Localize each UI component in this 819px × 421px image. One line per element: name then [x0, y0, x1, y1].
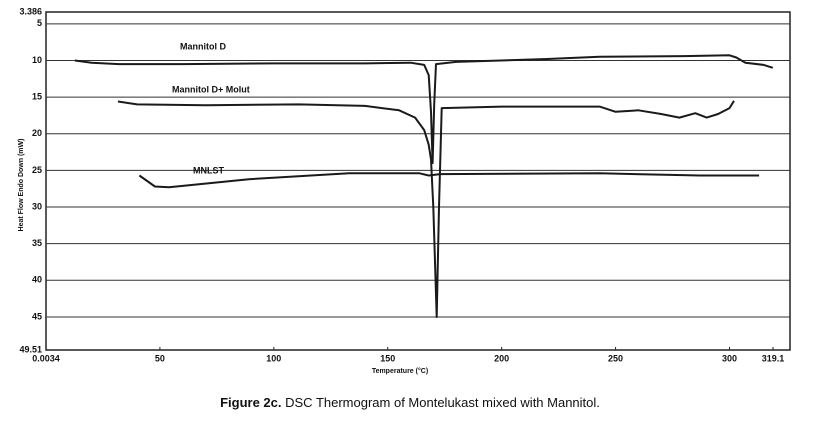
series-label: Mannitol D	[180, 41, 226, 51]
y-tick-label: 35	[32, 238, 42, 248]
plot-frame	[45, 11, 791, 351]
x-axis-label: Temperature (°C)	[372, 367, 428, 375]
caption: Figure 2c. DSC Thermogram of Montelukast…	[220, 395, 600, 410]
y-tick-label: 20	[32, 128, 42, 138]
x-tick-label: 319.1	[762, 353, 785, 363]
y-tick-label: 15	[32, 91, 42, 101]
y-tick-label: 25	[32, 165, 42, 175]
series-label: MNLST	[193, 165, 224, 175]
y-tick-label: 30	[32, 201, 42, 211]
series-line	[74, 54, 774, 165]
caption-label: Figure 2c.	[220, 395, 281, 410]
series-line	[117, 100, 735, 318]
y-tick-label: 40	[32, 275, 42, 285]
x-tick-label: 200	[494, 353, 509, 363]
x-tick-label: 150	[380, 353, 395, 363]
x-tick-label: 250	[608, 353, 623, 363]
series-line	[138, 172, 760, 189]
x-tick-label: 0.0034	[32, 353, 60, 363]
series-label: Mannitol D+ Molut	[172, 84, 250, 94]
y-tick-label: 10	[32, 55, 42, 65]
y-tick-label: 45	[32, 311, 42, 321]
caption-text: DSC Thermogram of Montelukast mixed with…	[285, 395, 600, 410]
y-tick-label: 5	[37, 18, 42, 28]
x-tick-label: 50	[155, 353, 165, 363]
y-axis-label: Heat Flow Endo Down (mW)	[18, 139, 25, 232]
x-tick-label: 100	[266, 353, 281, 363]
x-tick-label: 300	[722, 353, 737, 363]
y-tick-label: 3.386	[19, 6, 42, 16]
y-tick-label: 49.51	[19, 344, 42, 354]
